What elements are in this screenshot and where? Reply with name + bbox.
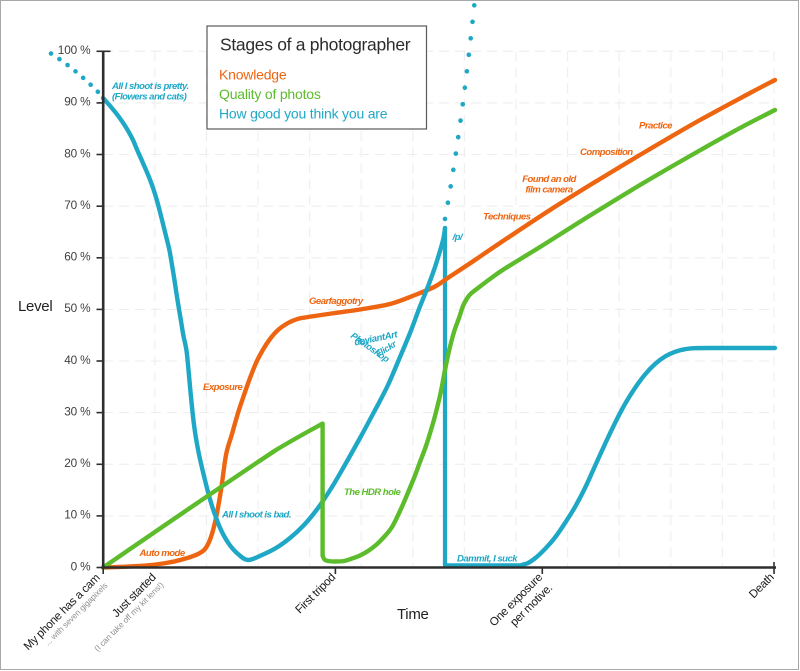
svg-text:All I shoot is pretty.: All I shoot is pretty. bbox=[111, 81, 189, 92]
svg-text:Practice: Practice bbox=[639, 121, 673, 132]
svg-text:10 %: 10 % bbox=[64, 508, 91, 522]
svg-text:Found an old: Found an old bbox=[522, 174, 577, 185]
svg-text:60 %: 60 % bbox=[64, 250, 91, 264]
svg-text:(Flowers and cats): (Flowers and cats) bbox=[112, 92, 187, 103]
svg-text:Time: Time bbox=[397, 606, 429, 623]
svg-text:80 %: 80 % bbox=[64, 146, 91, 160]
svg-text:The HDR hole: The HDR hole bbox=[344, 487, 402, 498]
svg-text:Knowledge: Knowledge bbox=[219, 67, 287, 83]
svg-text:20 %: 20 % bbox=[64, 456, 91, 470]
svg-text:Auto mode: Auto mode bbox=[139, 548, 186, 559]
svg-text:Level: Level bbox=[18, 298, 52, 315]
svg-text:0 %: 0 % bbox=[71, 559, 92, 573]
svg-text:Stages of a photographer: Stages of a photographer bbox=[220, 35, 411, 55]
svg-text:90 %: 90 % bbox=[64, 95, 91, 109]
svg-text:Composition: Composition bbox=[580, 147, 633, 158]
svg-text:Gearfaggotry: Gearfaggotry bbox=[309, 296, 364, 307]
svg-text:film camera: film camera bbox=[525, 185, 573, 196]
svg-text:/p/: /p/ bbox=[452, 232, 464, 243]
svg-text:50 %: 50 % bbox=[64, 301, 91, 315]
svg-text:Techniques: Techniques bbox=[483, 212, 531, 223]
svg-text:100 %: 100 % bbox=[58, 43, 91, 57]
svg-text:40 %: 40 % bbox=[64, 353, 91, 367]
svg-text:How good you think you are: How good you think you are bbox=[219, 106, 388, 122]
svg-text:70 %: 70 % bbox=[64, 198, 91, 212]
svg-text:All I shoot is bad.: All I shoot is bad. bbox=[221, 510, 291, 521]
svg-text:Dammit, I suck: Dammit, I suck bbox=[457, 554, 518, 565]
svg-text:30 %: 30 % bbox=[64, 404, 91, 418]
svg-text:Exposure: Exposure bbox=[203, 382, 244, 393]
svg-text:Quality of photos: Quality of photos bbox=[219, 86, 321, 102]
